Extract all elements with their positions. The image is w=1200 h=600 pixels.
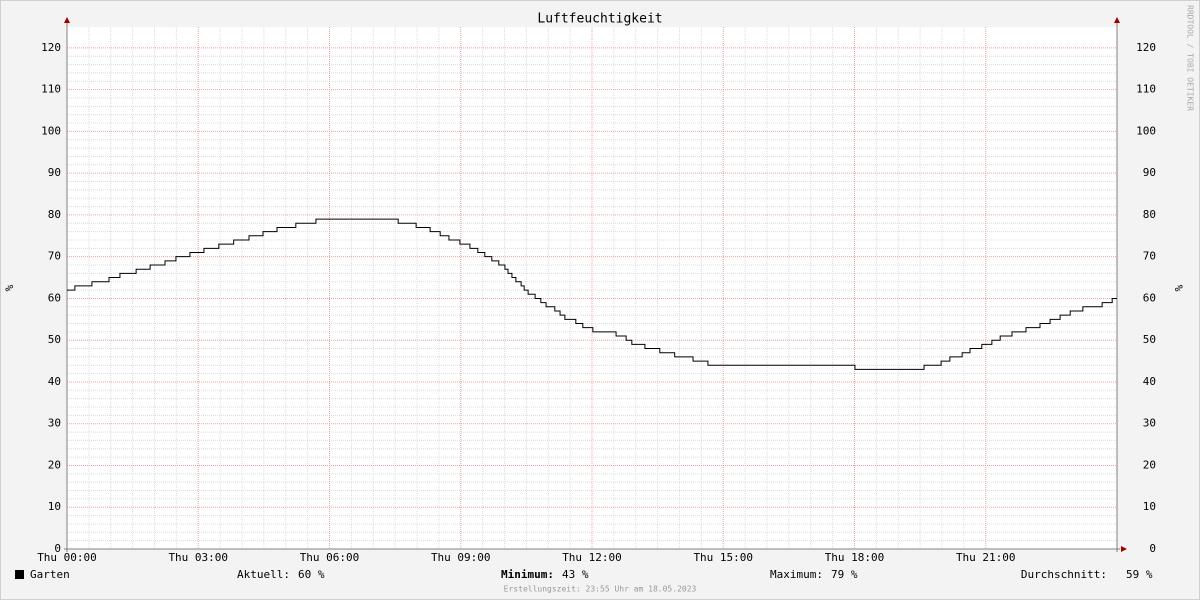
x-tick-label: Thu 18:00: [825, 551, 885, 564]
x-tick-label: Thu 00:00: [37, 551, 97, 564]
axis-arrow: [1114, 17, 1120, 23]
y-tick-label: 50: [48, 333, 61, 346]
y-tick-label: 10: [48, 500, 61, 513]
legend-stat-value: 43 %: [562, 568, 589, 581]
y2-tick-label: 70: [1143, 250, 1156, 263]
y2-tick-label: 20: [1143, 458, 1156, 471]
x-tick-label: Thu 06:00: [300, 551, 360, 564]
x-tick-label: Thu 21:00: [956, 551, 1016, 564]
y-axis-label: %: [3, 284, 16, 291]
y2-tick-label: 100: [1136, 124, 1156, 137]
x-tick-label: Thu 09:00: [431, 551, 491, 564]
y2-tick-label: 0: [1149, 542, 1156, 555]
legend-label: Garten: [30, 568, 70, 581]
y-tick-label: 40: [48, 375, 61, 388]
x-tick-label: Thu 12:00: [562, 551, 622, 564]
x-tick-label: Thu 03:00: [168, 551, 228, 564]
y2-tick-label: 40: [1143, 375, 1156, 388]
y2-tick-label: 60: [1143, 291, 1156, 304]
axis-arrow: [1121, 546, 1127, 552]
legend-stat-value: 60 %: [298, 568, 325, 581]
y2-tick-label: 10: [1143, 500, 1156, 513]
y-tick-label: 80: [48, 208, 61, 221]
y-tick-label: 30: [48, 417, 61, 430]
y2-tick-label: 50: [1143, 333, 1156, 346]
legend-stat-label: Aktuell:: [237, 568, 290, 581]
y2-tick-label: 80: [1143, 208, 1156, 221]
y2-tick-label: 30: [1143, 417, 1156, 430]
y2-tick-label: 110: [1136, 83, 1156, 96]
credit: RRDTOOL / TOBI OETIKER: [1186, 5, 1195, 111]
y2-tick-label: 120: [1136, 41, 1156, 54]
legend-stat-value: 59 %: [1126, 568, 1153, 581]
y-tick-label: 0: [54, 542, 61, 555]
y2-tick-label: 90: [1143, 166, 1156, 179]
legend-stat-label: Durchschnitt:: [1021, 568, 1107, 581]
y-tick-label: 110: [41, 83, 61, 96]
legend-stat-value: 79 %: [831, 568, 858, 581]
line-series: [67, 218, 1117, 370]
y-tick-label: 120: [41, 41, 61, 54]
legend-stat-label: Minimum:: [501, 568, 554, 581]
x-tick-label: Thu 15:00: [693, 551, 753, 564]
legend-stat-label: Maximum:: [770, 568, 823, 581]
footer: Erstellungszeit: 23:55 Uhr am 18.05.2023: [504, 585, 697, 594]
y-tick-label: 70: [48, 250, 61, 263]
y2-axis-label: %: [1172, 285, 1185, 292]
legend-swatch: [15, 570, 24, 579]
chart-title: Luftfeuchtigkeit: [537, 12, 662, 27]
axis-arrow: [64, 17, 70, 23]
y-tick-label: 20: [48, 458, 61, 471]
y-tick-label: 90: [48, 166, 61, 179]
y-tick-label: 60: [48, 291, 61, 304]
y-tick-label: 100: [41, 124, 61, 137]
